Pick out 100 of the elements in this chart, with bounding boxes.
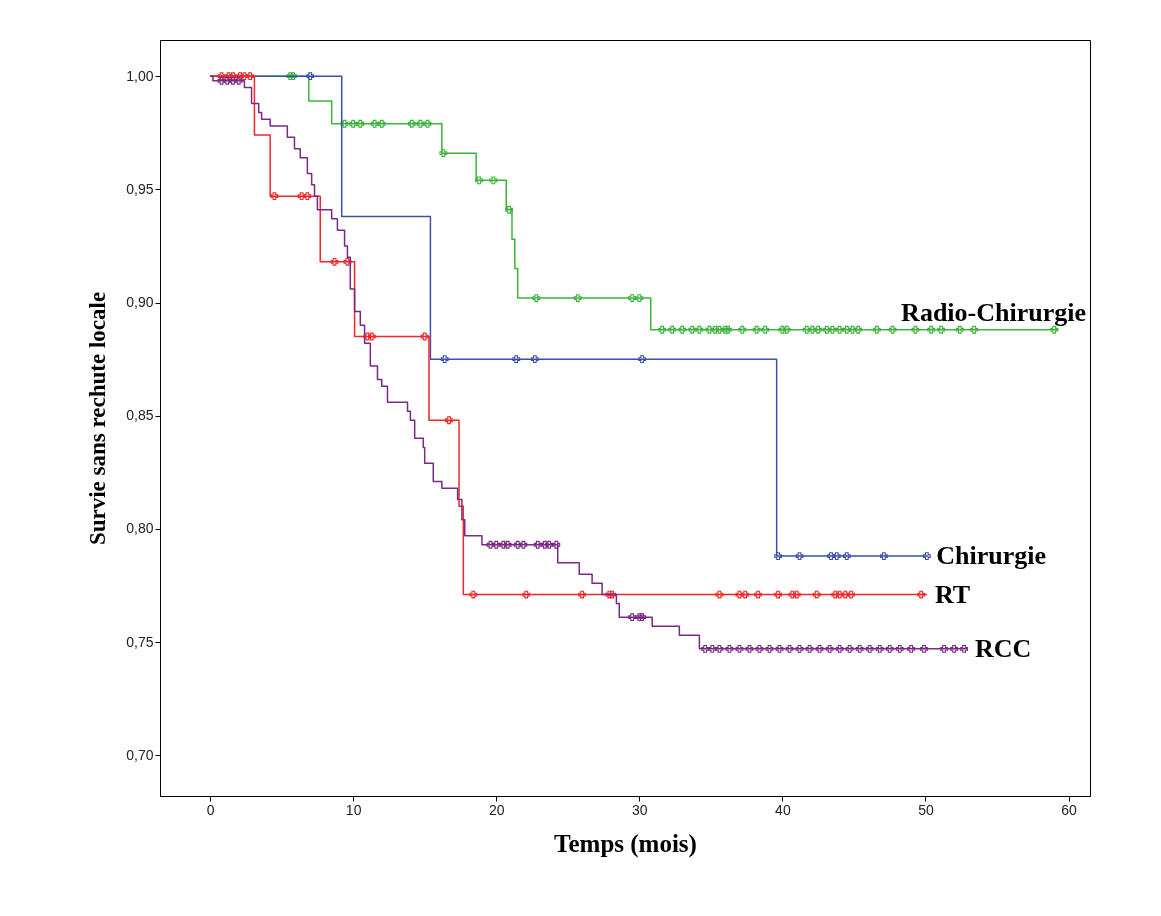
point	[825, 644, 834, 653]
point	[827, 552, 835, 560]
point	[774, 590, 782, 599]
y-tick-label: 0,90	[126, 294, 154, 311]
point	[217, 76, 226, 85]
point	[489, 176, 498, 185]
point	[735, 590, 744, 599]
point	[835, 644, 844, 653]
point	[725, 644, 734, 653]
point	[950, 644, 958, 653]
point	[724, 325, 732, 334]
point	[469, 590, 478, 599]
point	[530, 355, 539, 364]
point	[917, 590, 926, 599]
point	[224, 72, 233, 81]
series-label: RT	[934, 579, 971, 609]
point	[920, 644, 928, 653]
point	[628, 613, 637, 622]
point	[721, 325, 730, 334]
point	[343, 257, 352, 266]
point	[658, 325, 667, 334]
point	[240, 72, 249, 81]
point	[865, 644, 874, 653]
point	[503, 540, 512, 549]
point	[841, 590, 850, 599]
point	[808, 325, 817, 334]
point	[708, 644, 717, 653]
point	[907, 644, 916, 653]
y-tick-label: 0,80	[126, 520, 154, 537]
point	[513, 540, 522, 549]
point	[486, 540, 495, 549]
point	[761, 325, 770, 334]
point	[888, 325, 897, 334]
point	[445, 416, 453, 425]
point	[788, 590, 797, 599]
point	[638, 613, 647, 622]
point	[236, 72, 245, 81]
point	[635, 294, 644, 302]
point	[880, 552, 888, 560]
point	[367, 332, 376, 341]
series-label: Radio-Chirurgie	[901, 297, 1086, 327]
y-tick-label: 0,70	[126, 746, 154, 763]
point	[297, 192, 306, 201]
point	[330, 257, 339, 266]
point	[499, 540, 508, 549]
point	[229, 76, 237, 85]
x-tick-label: 40	[775, 801, 791, 818]
point	[832, 552, 841, 560]
series-label: RCC	[974, 633, 1032, 663]
point	[695, 325, 704, 334]
point	[738, 325, 747, 334]
point	[578, 590, 586, 599]
point	[217, 72, 226, 81]
point	[635, 613, 644, 622]
point	[306, 72, 315, 81]
point	[229, 72, 237, 81]
point	[416, 119, 425, 128]
point	[940, 644, 948, 653]
x-tick-label: 50	[918, 801, 934, 818]
point	[407, 119, 416, 128]
point	[842, 325, 851, 334]
point	[705, 325, 714, 334]
point	[795, 644, 804, 653]
point	[668, 325, 677, 334]
point	[815, 644, 824, 653]
point	[545, 540, 554, 549]
point	[532, 294, 541, 302]
y-axis-title: Survie sans rechute locale	[85, 291, 111, 546]
point	[608, 590, 617, 599]
point	[735, 644, 744, 653]
point	[765, 644, 774, 653]
point	[246, 72, 255, 81]
x-tick-label: 60	[1061, 801, 1078, 818]
point	[711, 325, 720, 334]
point	[745, 644, 754, 653]
point	[885, 644, 894, 653]
point	[848, 325, 857, 334]
point	[439, 149, 448, 158]
point	[420, 332, 429, 341]
point	[847, 590, 855, 599]
point	[782, 325, 791, 334]
point	[234, 76, 243, 85]
point	[778, 325, 787, 334]
x-tick-label: 0	[206, 801, 215, 818]
point	[356, 119, 365, 128]
point	[492, 540, 501, 549]
x-tick-label: 30	[632, 801, 648, 818]
point	[831, 590, 840, 599]
point	[715, 590, 724, 599]
point	[522, 590, 531, 599]
point	[628, 294, 637, 302]
point	[512, 355, 521, 364]
point	[519, 540, 528, 549]
point	[835, 325, 844, 334]
point	[440, 355, 449, 364]
y-tick-label: 0,85	[126, 407, 154, 424]
point	[752, 325, 761, 334]
point	[605, 590, 614, 599]
point	[540, 540, 549, 549]
point	[370, 119, 379, 128]
